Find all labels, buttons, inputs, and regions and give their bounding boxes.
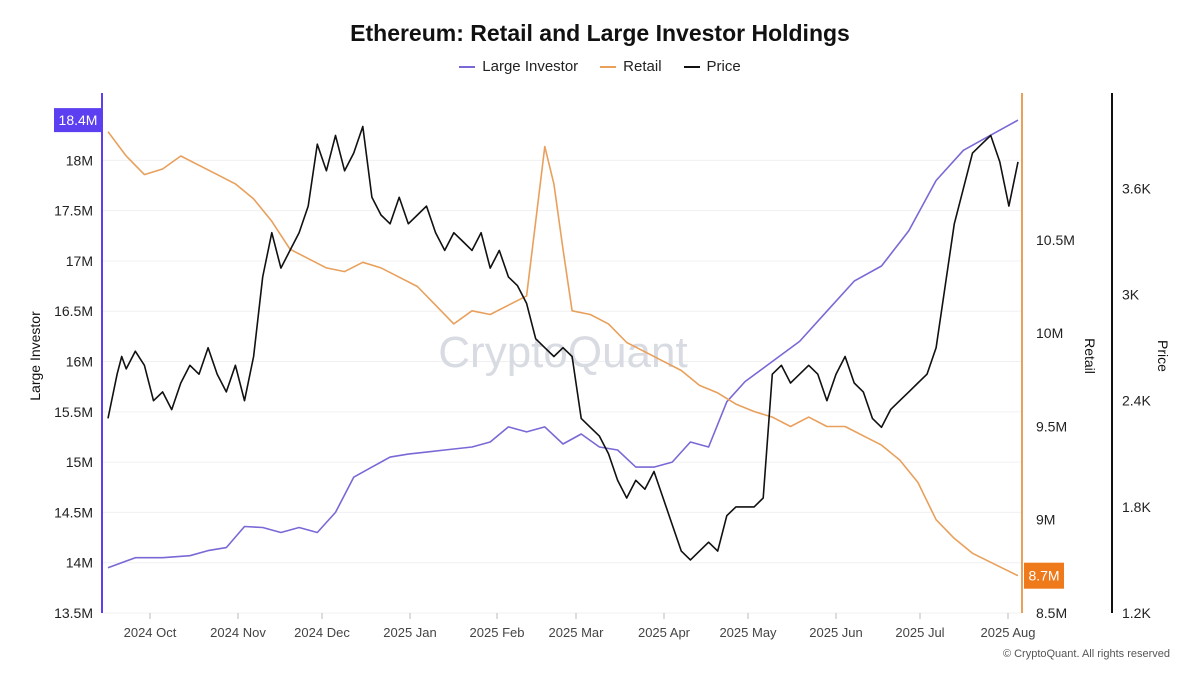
x-tick-label: 2025 Mar — [549, 625, 605, 640]
left-tick-label: 15M — [66, 454, 93, 470]
series-line-price[interactable] — [107, 125, 1019, 561]
left-tick-label: 18M — [66, 152, 93, 168]
retail-axis-title: Retail — [1082, 338, 1098, 374]
price-tick-label: 3.6K — [1122, 180, 1151, 196]
x-tick-label: 2024 Dec — [294, 625, 350, 640]
retail-tick-label: 9M — [1036, 512, 1055, 528]
chart-title: Ethereum: Retail and Large Investor Hold… — [350, 20, 850, 46]
retail-last-value: 8.7M — [1028, 568, 1059, 584]
left-axis-title: Large Investor — [27, 311, 43, 401]
left-tick-label: 15.5M — [54, 404, 93, 420]
x-tick-label: 2025 Apr — [638, 625, 691, 640]
legend-item-large-investor[interactable]: Large Investor — [459, 58, 578, 75]
retail-tick-label: 9.5M — [1036, 418, 1067, 434]
legend-swatch-large-investor — [459, 65, 476, 68]
series-line-retail[interactable] — [107, 131, 1019, 577]
legend-item-price[interactable]: Price — [683, 58, 741, 75]
legend-label-price: Price — [706, 58, 741, 75]
legend: Large Investor Retail Price — [0, 58, 1200, 75]
x-tick-label: 2025 Jan — [383, 625, 437, 640]
x-tick-label: 2025 Aug — [981, 625, 1036, 640]
legend-swatch-price — [683, 65, 700, 68]
large-investor-last-badge — [54, 108, 102, 133]
left-tick-label: 17M — [66, 253, 93, 269]
price-tick-label: 1.2K — [1122, 605, 1151, 621]
x-tick-label: 2025 Jun — [809, 625, 863, 640]
x-tick-label: 2025 Jul — [895, 625, 944, 640]
legend-label-retail: Retail — [623, 58, 662, 75]
series-line-large-investor[interactable] — [107, 119, 1019, 569]
retail-last-badge — [1024, 562, 1064, 589]
x-tick-label: 2024 Oct — [124, 625, 177, 640]
price-tick-label: 2.4K — [1122, 393, 1151, 409]
x-tick-label: 2025 May — [719, 625, 777, 640]
left-tick-label: 16.5M — [54, 303, 93, 319]
retail-tick-label: 10.5M — [1036, 232, 1075, 248]
price-axis-title: Price — [1155, 340, 1171, 372]
left-tick-label: 13.5M — [54, 605, 93, 621]
price-tick-label: 3K — [1122, 287, 1140, 303]
retail-tick-label: 8.5M — [1036, 605, 1067, 621]
watermark: CryptoQuant — [438, 328, 687, 377]
copyright-footer: © CryptoQuant. All rights reserved — [1002, 648, 1170, 660]
x-tick-label: 2025 Feb — [470, 625, 525, 640]
legend-swatch-retail — [600, 65, 617, 68]
left-tick-label: 17.5M — [54, 203, 93, 219]
left-tick-label: 14.5M — [54, 504, 93, 520]
price-tick-label: 1.8K — [1122, 499, 1151, 515]
left-tick-label: 14M — [66, 555, 93, 571]
left-tick-label: 16M — [66, 354, 93, 370]
x-tick-label: 2024 Nov — [210, 625, 266, 640]
legend-label-large-investor: Large Investor — [482, 58, 579, 75]
legend-item-retail[interactable]: Retail — [600, 58, 662, 75]
retail-tick-label: 10M — [1036, 325, 1063, 341]
large-investor-last-value: 18.4M — [59, 112, 98, 128]
